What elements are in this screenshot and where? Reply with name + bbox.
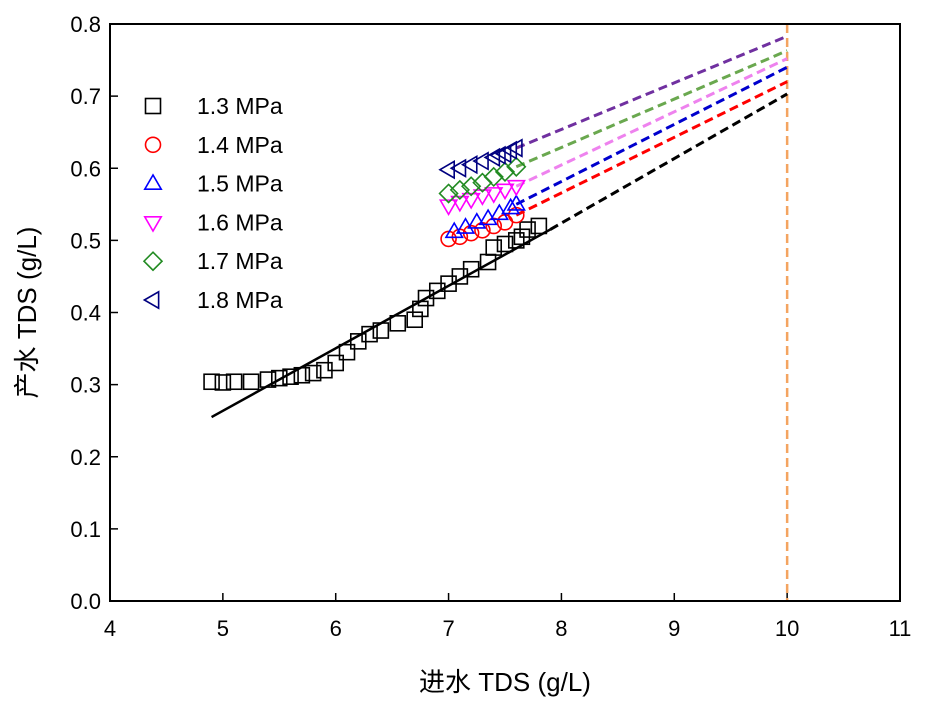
- legend-label-2: 1.5 MPa: [197, 171, 283, 197]
- data-point-series-0: [338, 343, 356, 361]
- data-point-series-3: [450, 195, 470, 213]
- x-tick-label: 6: [330, 616, 342, 641]
- x-tick-label: 5: [217, 616, 229, 641]
- y-tick-label: 0.6: [70, 156, 101, 181]
- x-tick-label: 9: [668, 616, 680, 641]
- data-point-series-3: [461, 192, 481, 210]
- data-point-series-0: [214, 374, 232, 391]
- data-point-series-5: [449, 158, 467, 178]
- data-point-series-0: [361, 325, 378, 343]
- data-point-series-5: [489, 145, 506, 165]
- data-point-series-5: [460, 155, 478, 175]
- data-point-series-4: [494, 161, 516, 182]
- data-point-series-0: [519, 221, 536, 238]
- data-point-series-0: [270, 369, 288, 387]
- legend: 1.3 MPa 1.4 MPa 1.5 MPa 1.6 MPa 1.7 MPa 1.8 M…: [142, 93, 283, 313]
- fit-line-dashed-1: [515, 80, 788, 217]
- data-point-series-4: [506, 156, 527, 177]
- data-point-series-0: [293, 366, 311, 384]
- fit-line-dashed-0: [549, 92, 788, 231]
- fit-line-dashed-4: [515, 49, 788, 169]
- legend-marker-5: [142, 290, 160, 310]
- data-point-series-5: [500, 140, 518, 160]
- fit-line-dashed-3: [515, 57, 788, 188]
- data-point-series-0: [485, 239, 503, 256]
- y-tick-label: 0.5: [70, 228, 101, 253]
- x-tick-label: 8: [555, 616, 567, 641]
- data-point-series-2: [467, 212, 487, 229]
- data-point-series-4: [483, 166, 504, 188]
- y-tick-label: 0.0: [70, 589, 101, 614]
- data-point-series-3: [484, 187, 504, 204]
- data-point-series-0: [530, 217, 548, 235]
- plot-layer: 4 5 6 7 8 9 10 11 0.0 0.1 0.2 0.3 0.4 0.5 0.6 0.7 0.8: [70, 12, 911, 641]
- data-point-series-2: [506, 194, 526, 211]
- data-point-series-0: [225, 373, 243, 391]
- plot-frame: [109, 23, 901, 602]
- data-point-series-4: [449, 179, 470, 201]
- y-axis-title: 产水 TDS (g/L): [12, 227, 42, 399]
- x-tick-label: 7: [442, 616, 454, 641]
- x-tick-label: 4: [104, 616, 116, 641]
- data-point-series-4: [438, 183, 459, 204]
- legend-marker-4: [142, 251, 164, 272]
- data-point-series-2: [501, 197, 521, 215]
- data-point-series-0: [259, 371, 277, 388]
- x-axis-title: 进水 TDS (g/L): [419, 667, 591, 697]
- y-tick-label: 0.1: [70, 517, 101, 542]
- data-point-series-5: [506, 138, 523, 158]
- data-point-series-5: [438, 160, 455, 180]
- data-point-series-0: [304, 364, 322, 382]
- data-point-series-0: [282, 368, 299, 385]
- data-point-series-3: [472, 189, 493, 206]
- fit-line-dashed-2: [515, 65, 788, 206]
- data-point-series-0: [496, 235, 514, 253]
- data-point-series-0: [412, 300, 429, 318]
- fit-line-dashed-5: [515, 34, 788, 150]
- data-point-series-0: [507, 232, 525, 249]
- legend-label-3: 1.6 MPa: [197, 209, 283, 235]
- data-point-series-4: [461, 176, 482, 197]
- data-point-series-0: [372, 322, 390, 339]
- legend-marker-2: [143, 173, 163, 191]
- data-point-series-3: [495, 183, 515, 201]
- y-tick-label: 0.2: [70, 445, 101, 470]
- data-point-series-0: [242, 373, 260, 391]
- data-point-series-5: [483, 147, 501, 168]
- data-point-series-0: [389, 315, 407, 332]
- y-tick-label: 0.4: [70, 301, 101, 326]
- data-point-series-0: [462, 260, 480, 278]
- x-tick-label: 11: [889, 616, 912, 641]
- data-point-series-0: [327, 354, 345, 372]
- legend-label-1: 1.4 MPa: [197, 132, 283, 158]
- y-tick-label: 0.7: [70, 84, 101, 109]
- data-point-series-3: [438, 199, 459, 216]
- legend-label-4: 1.7 MPa: [197, 248, 283, 274]
- y-tick-label: 0.3: [70, 373, 101, 398]
- data-point-series-5: [472, 151, 489, 171]
- data-point-series-0: [203, 373, 220, 391]
- legend-label-0: 1.3 MPa: [197, 93, 283, 119]
- data-point-series-0: [406, 311, 424, 329]
- data-point-series-3: [506, 179, 526, 197]
- legend-marker-0: [144, 97, 162, 115]
- x-tick-label: 10: [775, 616, 799, 641]
- legend-label-5: 1.8 MPa: [197, 287, 283, 313]
- legend-marker-3: [143, 215, 163, 233]
- y-tick-label: 0.8: [70, 12, 101, 37]
- legend-marker-1: [144, 136, 162, 154]
